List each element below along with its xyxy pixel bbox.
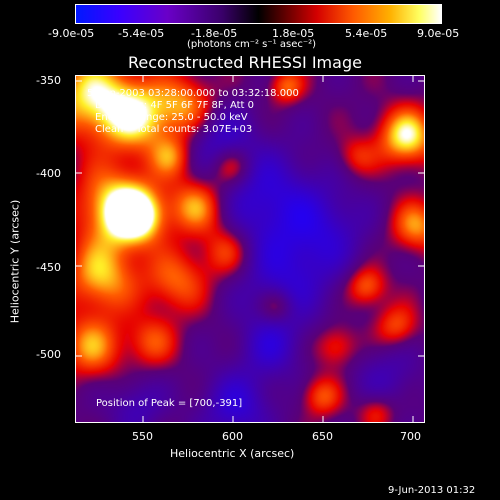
x-tick-label: 650	[312, 430, 333, 443]
colorbar-tick-label: 5.4e-05	[345, 27, 388, 40]
energy-range-annotation: Energy Range: 25.0 - 50.0 keV	[95, 112, 248, 123]
x-axis-label: Heliocentric X (arcsec)	[170, 447, 295, 460]
colorbar-units: (photons cm⁻² s⁻¹ asec⁻²)	[187, 39, 317, 50]
colorbar-tick-label: -5.4e-05	[118, 27, 165, 40]
x-tick-label: 550	[132, 430, 153, 443]
colorbar-tick-label: 9.0e-05	[417, 27, 460, 40]
detectors-annotation: Detectors: 4F 5F 6F 7F 8F, Att 0	[95, 100, 255, 111]
x-tick-label: 600	[222, 430, 243, 443]
x-tick-label: 700	[400, 430, 421, 443]
peak-position-annotation: Position of Peak = [700,-391]	[96, 398, 243, 409]
y-tick-label: -500	[36, 348, 61, 361]
plot-area: 5-Sep-2003 03:28:00.000 to 03:32:18.000 …	[75, 75, 425, 423]
time-range-annotation: 5-Sep-2003 03:28:00.000 to 03:32:18.000	[87, 88, 299, 99]
method-counts-annotation: Clean Total counts: 3.07E+03	[95, 124, 253, 135]
rhessi-image	[76, 76, 424, 422]
colorbar-tick-label: 1.8e-05	[272, 27, 315, 40]
colorbar-tick-label: -9.0e-05	[48, 27, 95, 40]
colorbar	[75, 4, 442, 24]
y-tick-label: -450	[36, 261, 61, 274]
colorbar-tick-label: -1.8e-05	[191, 27, 238, 40]
image-title: Reconstructed RHESSI Image	[128, 53, 362, 72]
footer-timestamp: 9-Jun-2013 01:32	[388, 485, 476, 496]
y-tick-label: -350	[36, 74, 61, 87]
y-tick-label: -400	[36, 167, 61, 180]
